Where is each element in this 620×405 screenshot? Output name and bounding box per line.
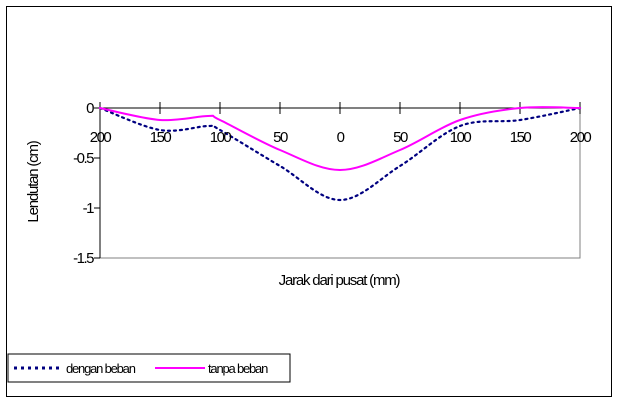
legend: dengan beban tanpa beban: [7, 353, 291, 383]
x-tick-label: 200: [570, 129, 592, 146]
y-tick-label: 0: [86, 100, 94, 117]
series-layer: [98, 106, 582, 202]
chart-area: [6, 6, 612, 397]
axes: [94, 102, 581, 259]
legend-label-dengan-beban: dengan beban: [66, 361, 136, 376]
tick-labels: 200 150 100 50 0 50 100 150 200 0 -0.5 -1 -1.5: [73, 100, 593, 267]
x-tick-label: 0: [337, 129, 345, 146]
x-tick-label: 50: [393, 129, 408, 146]
x-tick-label: 100: [210, 129, 232, 146]
y-tick-label: -1.5: [73, 250, 94, 267]
x-tick-label: 150: [510, 129, 532, 146]
x-axis-label: Jarak dari pusat (mm): [279, 272, 401, 289]
legend-box: [7, 353, 291, 383]
x-tick-label: 150: [150, 129, 172, 146]
series-line-tanpa-beban: [99, 106, 581, 171]
series-line-dengan-beban: [98, 106, 582, 202]
y-tick-label: -1: [83, 200, 94, 217]
x-tick-label: 200: [90, 129, 112, 146]
x-tick-label: 50: [273, 129, 288, 146]
y-tick-label: -0.5: [73, 150, 94, 167]
legend-label-tanpa-beban: tanpa beban: [208, 361, 268, 376]
y-axis-label: Lendutan (cm): [25, 140, 42, 222]
x-tick-label: 100: [450, 129, 472, 146]
